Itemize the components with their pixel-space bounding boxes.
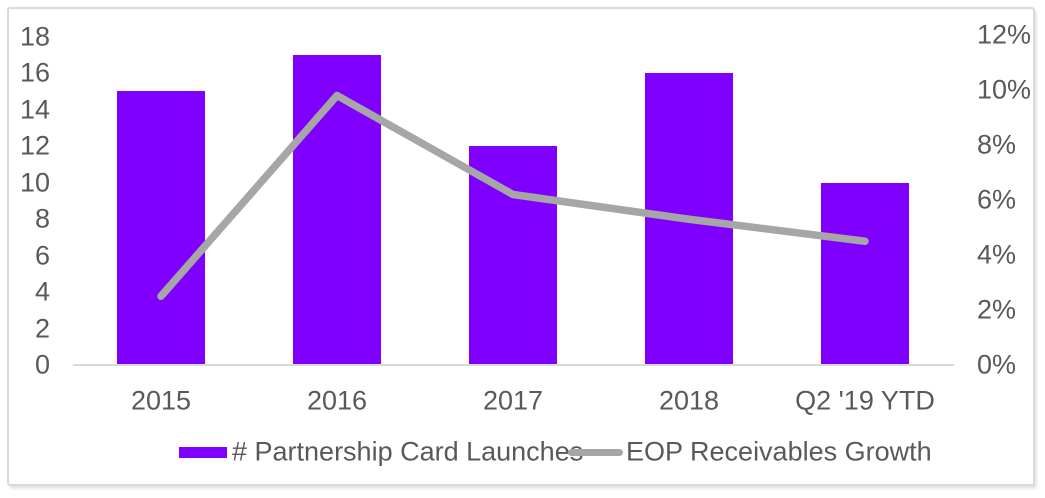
left-axis-tick-8: 8 xyxy=(34,203,50,234)
x-axis-label-2018: 2018 xyxy=(658,385,720,416)
right-axis-tick-8: 8% xyxy=(977,129,1017,160)
right-axis-tick-2: 2% xyxy=(977,294,1017,325)
left-axis-tick-2: 2 xyxy=(34,313,50,343)
left-axis-tick-16: 16 xyxy=(19,57,50,88)
right-axis-tick-6: 6% xyxy=(977,184,1017,215)
x-axis-label-2015: 2015 xyxy=(130,385,192,416)
right-axis-tick-12: 12% xyxy=(977,19,1032,50)
x-axis-label-2016: 2016 xyxy=(306,385,368,416)
left-axis-tick-0: 0 xyxy=(34,349,50,380)
left-axis-tick-10: 10 xyxy=(19,167,50,197)
x-axis-label-Q2 '19 YTD: Q2 '19 YTD xyxy=(795,385,935,416)
left-axis-tick-4: 4 xyxy=(34,276,50,307)
bar-2015 xyxy=(117,91,205,365)
x-axis-line xyxy=(73,364,954,366)
left-axis-tick-6: 6 xyxy=(34,240,50,270)
legend-bar-label: # Partnership Card Launches xyxy=(232,436,584,467)
bar-2016 xyxy=(293,54,381,365)
legend-line-swatch xyxy=(568,449,623,456)
left-axis-tick-14: 14 xyxy=(19,94,50,124)
legend-bar-swatch xyxy=(179,447,227,458)
bar-2017 xyxy=(469,146,557,365)
legend-line-label: EOP Receivables Growth xyxy=(626,436,932,467)
right-axis-tick-0: 0% xyxy=(977,349,1017,380)
left-axis-tick-18: 18 xyxy=(19,21,50,51)
right-axis-tick-4: 4% xyxy=(977,239,1017,270)
bar-Q2 '19 YTD xyxy=(821,182,909,365)
right-axis-tick-10: 10% xyxy=(977,74,1032,105)
left-axis-tick-12: 12 xyxy=(19,130,50,161)
x-axis-label-2017: 2017 xyxy=(482,385,544,416)
bar-2018 xyxy=(645,73,733,365)
